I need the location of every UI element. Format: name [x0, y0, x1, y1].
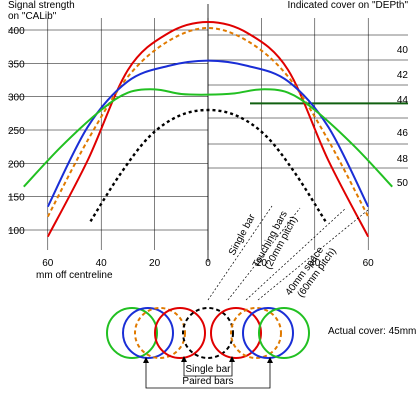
grid: [8, 4, 408, 262]
left-axis-title-line1: Signal strength: [8, 0, 75, 11]
bar-circle-green: [106, 307, 158, 359]
bar-circle-orange: [230, 307, 282, 359]
bar-circle-orange: [134, 307, 186, 359]
bar-circle-blue: [242, 307, 294, 359]
paired-bars-bracket: [145, 362, 271, 389]
arrowhead: [267, 357, 273, 363]
series-orange-dashed-line: [46, 26, 370, 218]
annotation-single-bar: Single bar: [227, 212, 258, 258]
series-green-line: [23, 88, 393, 188]
y-right-tick-label: 50: [397, 178, 409, 189]
bracket-arrowheads: [143, 356, 273, 363]
y-left-tick-label: 200: [8, 159, 25, 170]
series-black-dotted-line: [89, 108, 327, 222]
y-right-tick-label: 40: [397, 45, 409, 56]
bar-circle-green: [258, 307, 310, 359]
paired-bars-label: Paired bars: [182, 376, 233, 387]
y-right-tick-label: 44: [397, 95, 409, 106]
arrowhead: [143, 357, 149, 363]
y-left-tick-label: 400: [8, 26, 25, 37]
x-tick-label: 20: [149, 258, 161, 269]
y-left-tick-label: 350: [8, 59, 25, 70]
y-left-tick-label: 100: [8, 226, 25, 237]
x-tick-label: 0: [205, 258, 211, 269]
bar-circle-black: [182, 307, 234, 359]
y-left-tick-label: 150: [8, 193, 25, 204]
y-left-tick-label: 250: [8, 126, 25, 137]
y-right-tick-label: 46: [397, 128, 409, 139]
bar-circle-blue: [122, 307, 174, 359]
bar-cross-section-diagram: [106, 307, 310, 359]
x-tick-label: 60: [363, 258, 375, 269]
x-tick-label: 40: [309, 258, 321, 269]
x-axis-title: mm off centreline: [36, 270, 113, 281]
series-red-line: [46, 20, 370, 238]
series-blue-line: [46, 59, 370, 208]
left-axis-title-line2: on "CALib": [8, 11, 57, 22]
x-tick-label: 20: [256, 258, 268, 269]
bar-circle-red: [154, 307, 206, 359]
leader-touching-bars: [227, 207, 301, 301]
series-group: [23, 20, 393, 238]
actual-cover-label: Actual cover: 45mm: [328, 326, 416, 337]
x-tick-label: 40: [96, 258, 108, 269]
leader-single-bar: [207, 205, 273, 301]
y-right-tick-label: 48: [397, 154, 409, 165]
single-bar-label: Single bar: [185, 364, 231, 375]
arrowhead: [181, 356, 187, 362]
single-bar-bracket: [183, 360, 233, 377]
leader-40mm-space: [245, 207, 347, 301]
bar-circle-red: [210, 307, 262, 359]
x-tick-label: 60: [42, 258, 54, 269]
y-right-tick-label: 42: [397, 70, 409, 81]
arrowhead: [229, 356, 235, 362]
y-left-tick-label: 300: [8, 93, 25, 104]
annotation-leader-lines: [207, 205, 369, 301]
bar-brackets: [145, 360, 271, 389]
right-axis-title: Indicated cover on "DEPth": [288, 0, 409, 11]
